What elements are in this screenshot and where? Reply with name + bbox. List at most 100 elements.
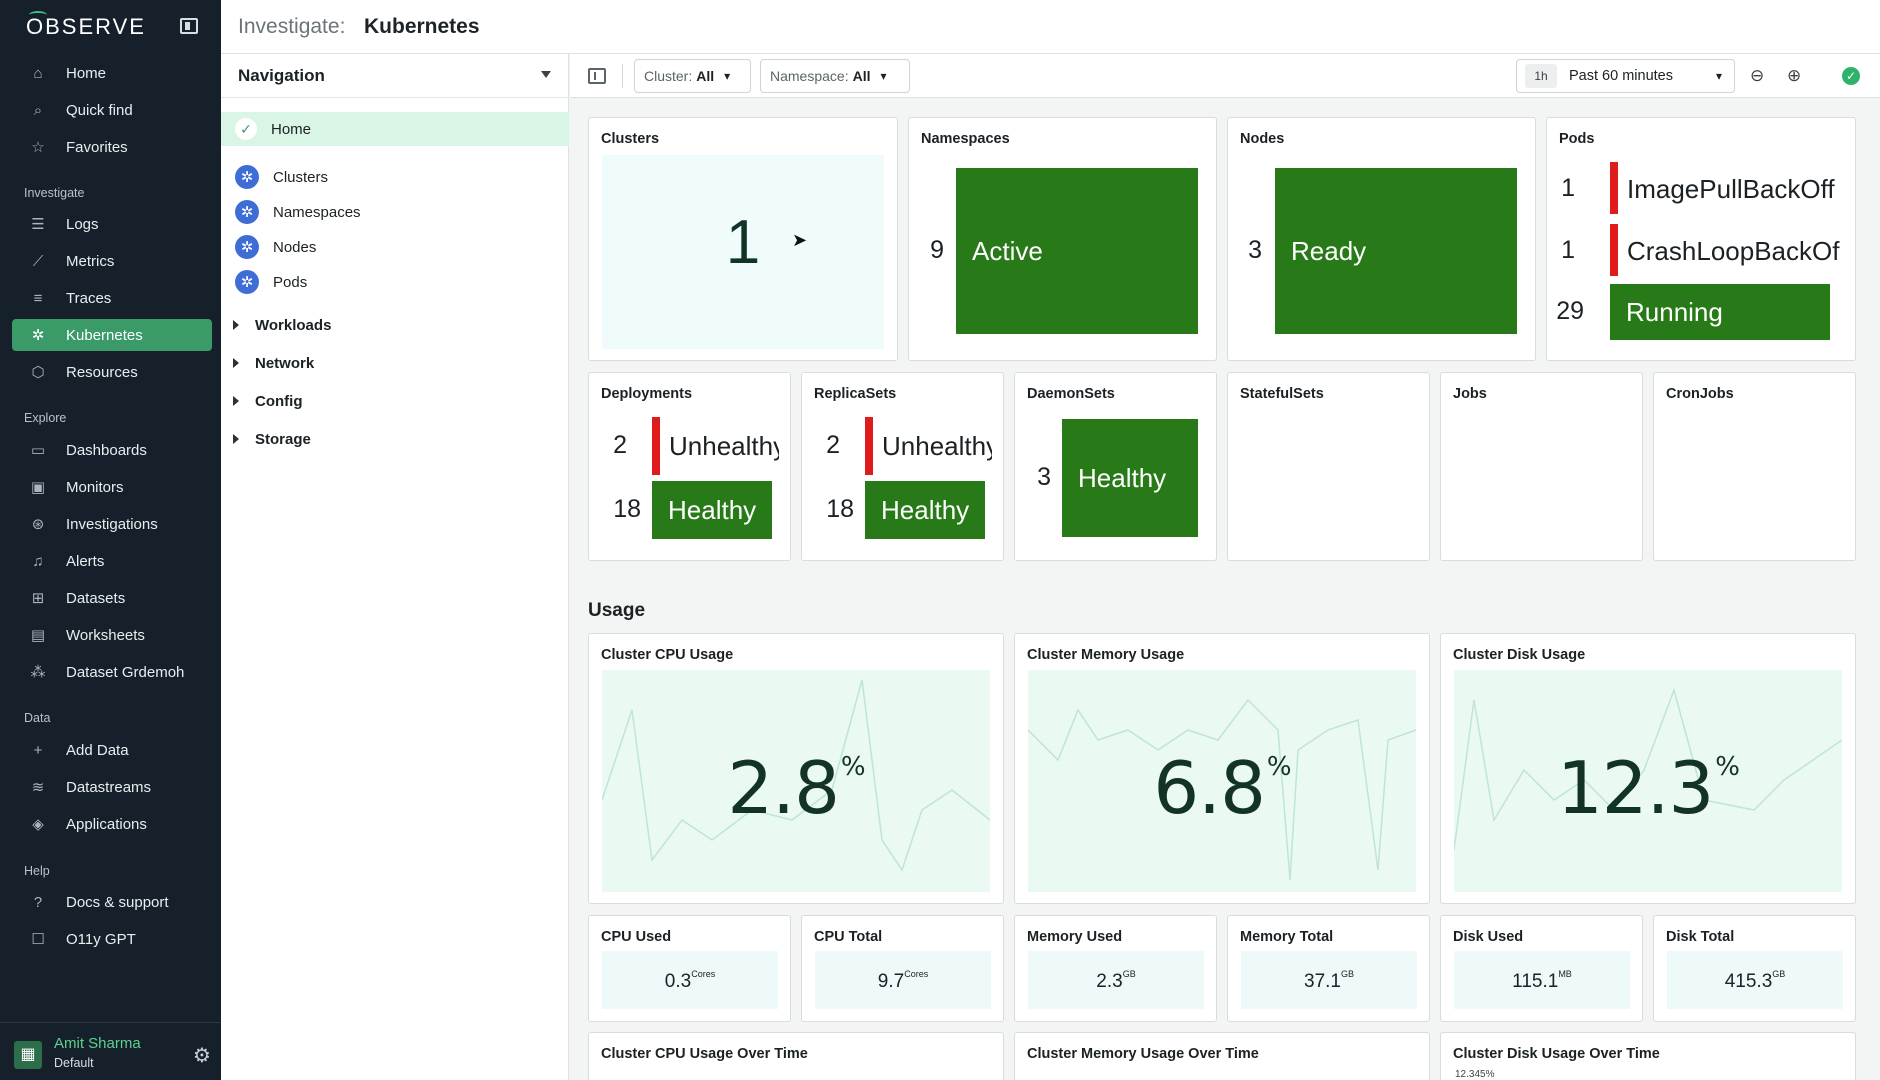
memory-used-card[interactable]: Memory Used 2.3GB xyxy=(1014,915,1217,1022)
cluster-disk-usage-card[interactable]: Cluster Disk Usage 12.3% xyxy=(1440,633,1856,904)
sidebar-item-metrics[interactable]: ⟋ Metrics xyxy=(12,245,212,277)
gear-icon[interactable]: ⚙ xyxy=(193,1045,211,1067)
expand-icon xyxy=(233,434,239,444)
page-title: Kubernetes xyxy=(364,15,480,38)
deployments-unhealthy-bar[interactable] xyxy=(652,417,660,475)
memory-used-tile: 2.3GB xyxy=(1028,951,1204,1009)
usage-section-title: Usage xyxy=(588,600,646,621)
sidebar-item-dashboards[interactable]: ▭ Dashboards xyxy=(12,434,212,466)
navigation-header[interactable]: Navigation xyxy=(221,54,569,98)
pods-running-tile[interactable]: Running xyxy=(1610,284,1830,340)
daemonsets-healthy-tile[interactable]: Healthy xyxy=(1062,419,1198,537)
memory-sparkline-svg xyxy=(1028,698,1416,881)
cube-icon: ⬡ xyxy=(31,364,45,381)
zoom-in-icon[interactable]: ⊕ xyxy=(1787,66,1802,85)
namespaces-active-tile[interactable]: Active xyxy=(956,168,1198,334)
tree-group-workloads[interactable]: Workloads xyxy=(233,312,331,338)
collapse-sidebar-icon[interactable] xyxy=(180,18,198,34)
tree-item-clusters[interactable]: ✲ Clusters xyxy=(235,164,328,190)
deployments-healthy-tile[interactable]: Healthy xyxy=(652,481,772,539)
disk-total-card[interactable]: Disk Total 415.3GB xyxy=(1653,915,1856,1022)
daemonsets-card[interactable]: DaemonSets 3 Healthy xyxy=(1014,372,1217,561)
user-menu[interactable]: ▦ Amit Sharma Default ⚙ xyxy=(0,1022,221,1080)
memory-total-value: 37.1GB xyxy=(1304,969,1354,992)
cpu-usage-over-time-card[interactable]: Cluster CPU Usage Over Time xyxy=(588,1032,1004,1080)
pods-crashloop-bar[interactable] xyxy=(1610,224,1618,276)
nodes-card[interactable]: Nodes 3 Ready xyxy=(1227,117,1536,361)
sidebar-item-o11y-gpt[interactable]: ☐ O11y GPT xyxy=(12,923,212,955)
replicasets-healthy-tile[interactable]: Healthy xyxy=(865,481,985,539)
page-title-prefix: Investigate: xyxy=(238,15,346,38)
cpu-used-card[interactable]: CPU Used 0.3Cores xyxy=(588,915,791,1022)
sidebar-item-add-data[interactable]: + Add Data xyxy=(12,734,212,766)
clusters-value-tile: 1 xyxy=(602,155,884,349)
sidebar-item-logs[interactable]: ☰ Logs xyxy=(12,208,212,240)
pods-crashloop-count: 1 xyxy=(1561,236,1575,264)
cronjobs-card[interactable]: CronJobs xyxy=(1653,372,1856,561)
sidebar-item-alerts[interactable]: ♫ Alerts xyxy=(12,545,212,577)
cluster-memory-usage-card[interactable]: Cluster Memory Usage 6.8% xyxy=(1014,633,1430,904)
caret-down-icon[interactable] xyxy=(541,71,551,78)
sidebar-item-datastreams[interactable]: ≋ Datastreams xyxy=(12,771,212,803)
disk-sparkline-svg xyxy=(1454,687,1842,851)
kubernetes-icon: ✲ xyxy=(235,270,259,294)
layout-toggle-icon[interactable] xyxy=(588,68,606,84)
zoom-out-icon[interactable]: ⊖ xyxy=(1750,66,1765,85)
navigation-panel: Navigation ✓ Home ✲ Clusters ✲ Namespaces … xyxy=(221,54,569,1080)
deployments-card[interactable]: Deployments 2 Unhealthy 18 Healthy xyxy=(588,372,791,561)
tree-group-network[interactable]: Network xyxy=(233,350,314,376)
sidebar-item-home[interactable]: ⌂ Home xyxy=(12,57,212,89)
logo-mark xyxy=(29,11,47,19)
memory-total-tile: 37.1GB xyxy=(1241,951,1417,1009)
disk-used-card[interactable]: Disk Used 115.1MB xyxy=(1440,915,1643,1022)
cpu-total-card[interactable]: CPU Total 9.7Cores xyxy=(801,915,1004,1022)
pods-card[interactable]: Pods 1 ImagePullBackOff 1 CrashLoopBackO… xyxy=(1546,117,1856,361)
memory-usage-sparkline: 6.8% xyxy=(1028,670,1416,892)
disk-usage-over-time-card[interactable]: Cluster Disk Usage Over Time 12.345% xyxy=(1440,1032,1856,1080)
clusters-card[interactable]: Clusters 1 ➤ xyxy=(588,117,898,361)
replicasets-unhealthy-bar[interactable] xyxy=(865,417,873,475)
jobs-card[interactable]: Jobs xyxy=(1440,372,1643,561)
tree-item-namespaces[interactable]: ✲ Namespaces xyxy=(235,199,361,225)
replicasets-card[interactable]: ReplicaSets 2 Unhealthy 18 Healthy xyxy=(801,372,1004,561)
sidebar-item-monitors[interactable]: ▣ Monitors xyxy=(12,471,212,503)
sidebar-item-resources[interactable]: ⬡ Resources xyxy=(12,356,212,388)
bell-icon: ♫ xyxy=(32,552,44,570)
disk-total-tile: 415.3GB xyxy=(1667,951,1843,1009)
sidebar-item-quick-find[interactable]: ⌕ Quick find xyxy=(12,94,212,126)
logo[interactable]: OBSERVE xyxy=(26,14,146,39)
cluster-cpu-usage-card[interactable]: Cluster CPU Usage 2.8% xyxy=(588,633,1004,904)
tree-group-config[interactable]: Config xyxy=(233,388,302,414)
sidebar-item-investigations[interactable]: ⊛ Investigations xyxy=(12,508,212,540)
tree-group-storage[interactable]: Storage xyxy=(233,426,311,452)
nodes-ready-tile[interactable]: Ready xyxy=(1275,168,1517,334)
sidebar-item-applications[interactable]: ◈ Applications xyxy=(12,808,212,840)
status-ok-icon[interactable]: ✓ xyxy=(1842,67,1860,85)
time-range-picker[interactable]: 1h Past 60 minutes ▾ xyxy=(1516,59,1735,93)
memory-usage-over-time-card[interactable]: Cluster Memory Usage Over Time xyxy=(1014,1032,1430,1080)
time-range-label: Past 60 minutes xyxy=(1569,68,1673,84)
cluster-filter-dropdown[interactable]: Cluster: All ▾ xyxy=(634,59,751,93)
sidebar-item-dataset-grdemoh[interactable]: ⁂ Dataset Grdemoh xyxy=(12,656,212,688)
sidebar-item-docs-support[interactable]: ? Docs & support xyxy=(12,886,212,918)
sidebar-item-traces[interactable]: ≡ Traces xyxy=(12,282,212,314)
statefulsets-card[interactable]: StatefulSets xyxy=(1227,372,1430,561)
sidebar-section-explore: Explore xyxy=(24,411,67,425)
tree-item-pods[interactable]: ✲ Pods xyxy=(235,269,307,295)
pods-imagepull-bar[interactable] xyxy=(1610,162,1618,214)
tree-item-nodes[interactable]: ✲ Nodes xyxy=(235,234,316,260)
kubernetes-icon: ✲ xyxy=(235,165,259,189)
namespace-filter-dropdown[interactable]: Namespace: All ▾ xyxy=(760,59,910,93)
namespaces-card[interactable]: Namespaces 9 Active xyxy=(908,117,1217,361)
sidebar-item-favorites[interactable]: ☆ Favorites xyxy=(12,131,212,163)
grid-icon: ⊞ xyxy=(31,590,45,607)
tree-item-home[interactable]: ✓ Home xyxy=(221,112,569,146)
sidebar-item-worksheets[interactable]: ▤ Worksheets xyxy=(12,619,212,651)
sidebar-item-datasets[interactable]: ⊞ Datasets xyxy=(12,582,212,614)
deployments-healthy-count: 18 xyxy=(613,495,641,523)
disk-used-tile: 115.1MB xyxy=(1454,951,1630,1009)
memory-total-card[interactable]: Memory Total 37.1GB xyxy=(1227,915,1430,1022)
kubernetes-icon: ✲ xyxy=(235,235,259,259)
sidebar-item-kubernetes[interactable]: ✲ Kubernetes xyxy=(12,319,212,351)
plus-icon: + xyxy=(33,741,43,759)
